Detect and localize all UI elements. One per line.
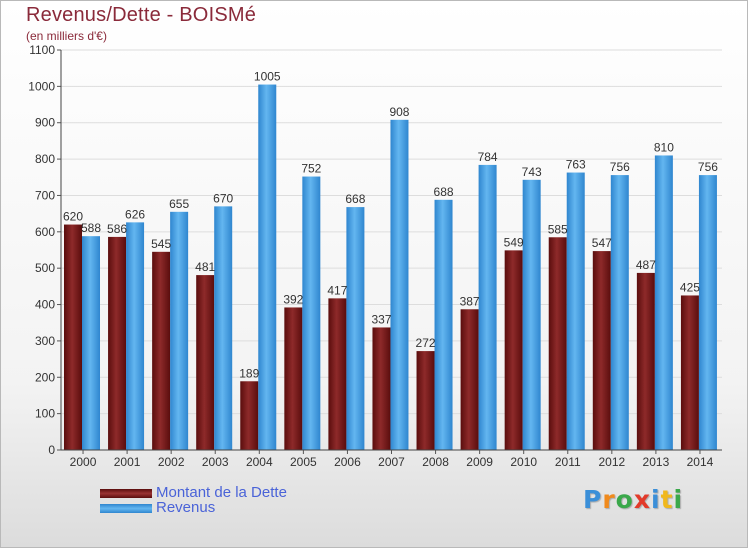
legend-swatch-debt	[100, 489, 152, 498]
bars	[64, 84, 717, 451]
bar-revenus-2002	[170, 211, 189, 450]
data-label-debt: 189	[239, 366, 259, 380]
bar-revenus-2010	[522, 179, 541, 450]
x-tick-label: 2000	[70, 455, 97, 469]
data-label-revenus: 588	[81, 221, 101, 235]
y-tick-label: 1100	[29, 43, 55, 57]
data-label-debt: 392	[283, 292, 303, 306]
bar-debt-2001	[108, 236, 127, 450]
bar-revenus-2005	[302, 176, 321, 450]
y-tick-label: 100	[35, 407, 55, 421]
legend-label-revenus: Revenus	[156, 499, 216, 516]
bar-debt-2012	[592, 251, 611, 450]
bar-revenus-2003	[214, 206, 233, 450]
x-tick-label: 2012	[598, 455, 625, 469]
bar-revenus-2000	[82, 236, 100, 450]
data-label-revenus: 668	[345, 192, 365, 206]
bar-debt-2004	[240, 381, 259, 450]
bar-debt-2002	[152, 251, 171, 450]
data-label-debt: 547	[592, 236, 612, 250]
y-tick-label: 600	[35, 225, 55, 239]
y-tick-label: 1000	[28, 79, 55, 93]
x-tick-label: 2014	[687, 455, 714, 469]
data-label-revenus: 670	[213, 191, 233, 205]
data-label-debt: 425	[680, 280, 700, 294]
x-tick-label: 2009	[466, 455, 493, 469]
x-tick-label: 2005	[290, 455, 317, 469]
bar-revenus-2013	[654, 155, 673, 451]
x-tick-label: 2010	[510, 455, 537, 469]
bar-revenus-2009	[478, 164, 497, 450]
data-label-revenus: 784	[478, 150, 498, 164]
chart-title: Revenus/Dette - BOISMé	[26, 4, 257, 26]
bar-revenus-2007	[390, 119, 409, 451]
x-tick-label: 2003	[202, 455, 229, 469]
bar-debt-2000	[64, 224, 82, 450]
data-label-debt: 549	[504, 235, 524, 249]
data-label-revenus: 810	[654, 140, 674, 154]
data-label-revenus: 688	[434, 185, 454, 199]
data-label-revenus: 752	[301, 162, 321, 176]
bar-debt-2011	[548, 237, 567, 450]
bar-revenus-2008	[434, 199, 453, 450]
bar-revenus-2014	[698, 175, 717, 450]
data-label-revenus: 756	[610, 160, 630, 174]
chart-subtitle: (en milliers d'€)	[26, 29, 107, 43]
x-tick-label: 2013	[643, 455, 670, 469]
x-tick-label: 2007	[378, 455, 405, 469]
data-label-revenus: 756	[698, 160, 718, 174]
data-label-debt: 620	[63, 210, 83, 224]
y-tick-label: 300	[35, 334, 55, 348]
data-label-revenus: 626	[125, 207, 145, 221]
y-tick-label: 500	[35, 261, 55, 275]
bar-debt-2010	[504, 250, 523, 450]
x-tick-label: 2004	[246, 455, 273, 469]
legend-swatch-revenus	[100, 504, 152, 513]
bar-revenus-2012	[610, 175, 629, 450]
bar-revenus-2011	[566, 172, 585, 450]
data-label-revenus: 743	[522, 165, 542, 179]
bar-debt-2003	[196, 275, 215, 450]
data-label-debt: 487	[636, 258, 656, 272]
bar-debt-2008	[416, 351, 435, 450]
y-tick-label: 900	[35, 116, 55, 130]
bar-revenus-2004	[258, 84, 277, 450]
bar-debt-2009	[460, 309, 479, 450]
data-label-revenus: 908	[389, 105, 409, 119]
data-label-debt: 272	[416, 336, 436, 350]
y-tick-label: 0	[48, 443, 55, 457]
data-label-revenus: 655	[169, 197, 189, 211]
x-tick-label: 2008	[422, 455, 449, 469]
y-tick-label: 700	[35, 188, 55, 202]
bar-debt-2006	[328, 298, 347, 450]
x-tick-label: 2011	[555, 455, 581, 469]
bar-revenus-2006	[346, 207, 365, 450]
y-tick-label: 800	[35, 152, 55, 166]
data-label-debt: 387	[460, 294, 480, 308]
bar-revenus-2001	[126, 222, 145, 450]
data-label-debt: 337	[371, 312, 391, 326]
x-tick-label: 2001	[114, 455, 141, 469]
bar-debt-2013	[636, 272, 655, 450]
data-label-revenus: 1005	[254, 70, 281, 84]
axes: 0 100 200 300 400 500 600 700 800 900 1000 1100 2000…	[28, 43, 722, 469]
bar-debt-2007	[372, 327, 391, 450]
bar-debt-2014	[680, 295, 699, 450]
bar-debt-2005	[284, 307, 303, 450]
x-tick-label: 2006	[334, 455, 361, 469]
x-tick-label: 2002	[158, 455, 185, 469]
data-label-debt: 586	[107, 222, 127, 236]
data-label-debt: 545	[151, 237, 171, 251]
y-tick-label: 200	[35, 370, 55, 384]
legend-label-debt: Montant de la Dette	[156, 484, 287, 501]
proxiti-logo: Proxiti	[583, 485, 684, 514]
y-tick-label: 400	[35, 298, 55, 312]
data-label-revenus: 763	[566, 158, 586, 172]
data-label-debt: 585	[548, 222, 568, 236]
data-label-debt: 481	[195, 260, 215, 274]
data-label-debt: 417	[327, 283, 347, 297]
